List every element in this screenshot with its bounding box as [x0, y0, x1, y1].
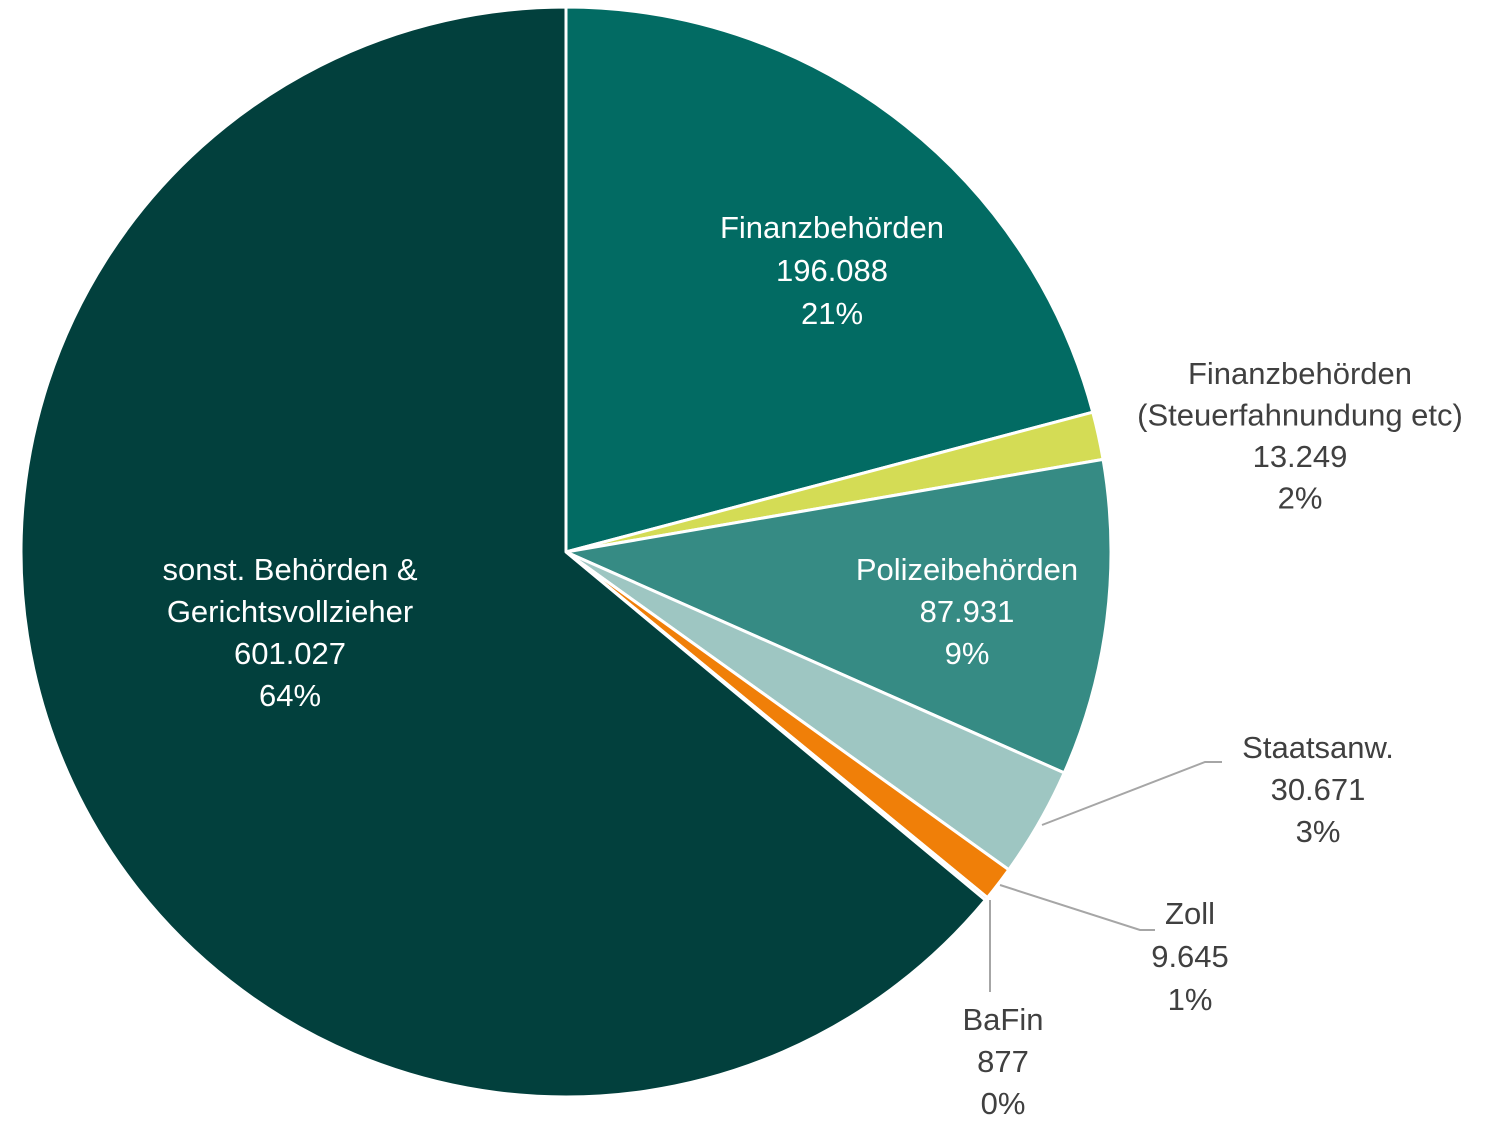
slice-label: sonst. Behörden & Gerichtsvollzieher 601.0…: [162, 552, 417, 713]
percent-label: 3%: [1296, 814, 1341, 849]
category-line: BaFin: [963, 1002, 1044, 1037]
slice-label: Finanzbehörden (Steuerfahnundung etc) 13.2…: [1137, 356, 1463, 516]
slice-label: Staatsanw. 30.671 3%: [1242, 730, 1394, 849]
leader-line: [1041, 761, 1222, 826]
slice-label: Polizeibehörden 87.931 9%: [856, 552, 1078, 671]
category-line: Polizeibehörden: [856, 552, 1078, 587]
slices: [19, 5, 1113, 1099]
category-line: sonst. Behörden &: [162, 552, 417, 587]
category-line: Staatsanw.: [1242, 730, 1394, 765]
category-label: Finanzbehörden (Steuerfahnundung etc): [1137, 356, 1463, 433]
value-label: 601.027: [234, 636, 346, 671]
percent-label: 9%: [945, 636, 990, 671]
category-label: sonst. Behörden & Gerichtsvollzieher: [162, 552, 417, 629]
category-line: Zoll: [1165, 896, 1215, 931]
value-label: 87.931: [920, 594, 1015, 629]
category-label: Finanzbehörden: [720, 210, 944, 245]
leader-line: [999, 884, 1155, 931]
percent-label: 0%: [981, 1086, 1026, 1121]
labels: Finanzbehörden 196.088 21% Finanzbehörden (S…: [162, 210, 1462, 1121]
category-label: Zoll: [1165, 896, 1215, 931]
percent-label: 2%: [1278, 481, 1323, 516]
value-label: 877: [977, 1044, 1029, 1079]
slice-label: Finanzbehörden 196.088 21%: [720, 210, 944, 331]
slice-label: Zoll 9.645 1%: [1151, 896, 1229, 1017]
value-label: 9.645: [1151, 939, 1229, 974]
value-label: 30.671: [1271, 772, 1366, 807]
pie-slice: [564, 5, 1095, 554]
category-line: Finanzbehörden: [720, 210, 944, 245]
category-label: Staatsanw.: [1242, 730, 1394, 765]
category-line: (Steuerfahnundung etc): [1137, 398, 1463, 433]
category-label: Polizeibehörden: [856, 552, 1078, 587]
pie-slice: [19, 5, 987, 1099]
category-label: BaFin: [963, 1002, 1044, 1037]
leader-lines: [989, 761, 1222, 992]
value-label: 196.088: [776, 253, 888, 288]
percent-label: 1%: [1168, 982, 1213, 1017]
percent-label: 21%: [801, 296, 863, 331]
category-line: Finanzbehörden: [1188, 356, 1412, 391]
category-line: Gerichtsvollzieher: [167, 594, 413, 629]
percent-label: 64%: [259, 678, 321, 713]
pie-slice: [564, 457, 1113, 775]
slice-label: BaFin 877 0%: [963, 1002, 1044, 1121]
value-label: 13.249: [1253, 439, 1348, 474]
